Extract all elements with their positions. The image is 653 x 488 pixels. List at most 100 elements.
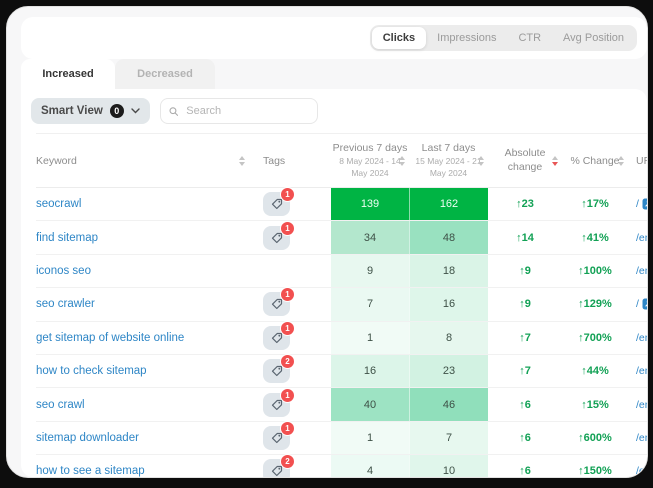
url-link[interactable]: /en/ bbox=[636, 264, 647, 277]
absolute-change-value: ↑7 bbox=[519, 365, 531, 378]
metric-tab[interactable]: Impressions bbox=[426, 27, 507, 49]
tag-count-badge: 1 bbox=[280, 387, 295, 403]
table-row: sitemap downloader 1 1 7 ↑6 ↑600% /en/ bbox=[36, 420, 647, 456]
tag-count-badge: 1 bbox=[280, 187, 295, 203]
last-clicks-cell: 46 bbox=[409, 388, 488, 421]
url-link[interactable]: /en/ bbox=[636, 331, 647, 344]
last-clicks-cell: 162 bbox=[409, 188, 488, 221]
url-link[interactable]: / bbox=[636, 198, 639, 211]
previous-clicks-cell: 9 bbox=[331, 254, 409, 288]
percent-change-value: ↑17% bbox=[581, 198, 609, 211]
search-input[interactable] bbox=[184, 104, 309, 118]
table-row: how to check sitemap 2 16 23 ↑7 ↑44% /en… bbox=[36, 354, 647, 389]
keyword-link[interactable]: iconos seo bbox=[36, 264, 91, 277]
tag-count-badge: 1 bbox=[280, 420, 295, 436]
previous-clicks-cell: 34 bbox=[331, 221, 409, 254]
url-link[interactable]: /en/ bbox=[636, 398, 647, 411]
absolute-change-value: ↑9 bbox=[519, 264, 531, 277]
tag-icon bbox=[271, 466, 282, 477]
table-row: seocrawl 1 139 162 ↑23 ↑17% / bbox=[36, 187, 647, 222]
previous-clicks-cell: 1 bbox=[331, 321, 409, 354]
tag-button[interactable]: 2 bbox=[263, 354, 295, 384]
change-direction-tabs: Increased Decreased bbox=[21, 59, 215, 89]
smart-view-label: Smart View bbox=[41, 105, 103, 117]
metric-tab[interactable]: Avg Position bbox=[552, 27, 635, 49]
keyword-link[interactable]: how to see a sitemap bbox=[36, 465, 145, 477]
tag-button[interactable]: 1 bbox=[263, 320, 295, 350]
metric-tab[interactable]: CTR bbox=[507, 27, 552, 49]
keyword-link[interactable]: get sitemap of website online bbox=[36, 331, 185, 344]
percent-change-value: ↑700% bbox=[578, 331, 612, 344]
smart-view-dropdown[interactable]: Smart View 0 bbox=[31, 98, 150, 124]
last-clicks-cell: 23 bbox=[409, 354, 488, 388]
percent-change-value: ↑100% bbox=[578, 264, 612, 277]
col-url: URL bbox=[636, 154, 647, 167]
keyword-link[interactable]: how to check sitemap bbox=[36, 365, 147, 378]
chevron-down-icon bbox=[131, 108, 140, 114]
url-link[interactable]: /en/ bbox=[636, 431, 647, 444]
previous-clicks-cell: 1 bbox=[331, 421, 409, 455]
keyword-link[interactable]: seo crawl bbox=[36, 398, 85, 411]
absolute-change-value: ↑7 bbox=[519, 331, 531, 344]
percent-change-value: ↑15% bbox=[581, 398, 609, 411]
sort-previous[interactable] bbox=[399, 155, 405, 166]
percent-change-value: ↑129% bbox=[578, 298, 612, 311]
absolute-change-value: ↑14 bbox=[516, 231, 534, 244]
tag-icon bbox=[271, 232, 282, 243]
table-header: Keyword Tags Previous 7 days 8 May 2024 … bbox=[36, 133, 647, 188]
search-box bbox=[159, 98, 318, 124]
tag-icon bbox=[271, 332, 282, 343]
url-link[interactable]: /en/ bbox=[636, 231, 647, 244]
percent-change-value: ↑44% bbox=[581, 365, 609, 378]
tag-button[interactable]: 1 bbox=[263, 220, 295, 250]
keyword-link[interactable]: sitemap downloader bbox=[36, 431, 139, 444]
sort-last[interactable] bbox=[478, 155, 484, 166]
content-card: Smart View 0 Keyword Tags Previous 7 day… bbox=[21, 89, 647, 477]
url-link[interactable]: /en/ bbox=[636, 465, 647, 477]
last-clicks-cell: 10 bbox=[409, 455, 488, 477]
table-row: find sitemap 1 34 48 ↑14 ↑41% /en/ bbox=[36, 220, 647, 255]
col-absolute-change: Absolute change bbox=[504, 146, 546, 173]
metric-switcher: Clicks Impressions CTR Avg Position bbox=[369, 25, 637, 51]
tag-button[interactable]: 1 bbox=[263, 187, 295, 217]
col-previous-title: Previous 7 days bbox=[332, 142, 408, 155]
previous-clicks-cell: 7 bbox=[331, 288, 409, 321]
app-window: Clicks Impressions CTR Avg Position Incr… bbox=[6, 6, 648, 478]
external-link-icon[interactable] bbox=[642, 298, 647, 310]
tab-decreased[interactable]: Decreased bbox=[115, 59, 215, 89]
absolute-change-value: ↑23 bbox=[516, 198, 534, 211]
tag-button[interactable]: 1 bbox=[263, 387, 295, 417]
url-link[interactable]: /en/ bbox=[636, 365, 647, 378]
top-toolbar: Clicks Impressions CTR Avg Position bbox=[21, 17, 647, 59]
percent-change-value: ↑600% bbox=[578, 431, 612, 444]
metric-tab[interactable]: Clicks bbox=[371, 27, 427, 49]
sort-percent-change[interactable] bbox=[618, 155, 624, 166]
table-row: iconos seo 9 18 ↑9 ↑100% /en/ bbox=[36, 254, 647, 289]
tag-count-badge: 1 bbox=[280, 220, 295, 236]
smart-view-count-badge: 0 bbox=[109, 104, 124, 118]
sort-keyword[interactable] bbox=[239, 155, 245, 166]
tag-count-badge: 1 bbox=[280, 287, 295, 303]
keyword-link[interactable]: seo crawler bbox=[36, 298, 95, 311]
previous-clicks-cell: 4 bbox=[331, 455, 409, 477]
url-link[interactable]: / bbox=[636, 298, 639, 311]
tag-count-badge: 2 bbox=[280, 454, 295, 470]
col-tags: Tags bbox=[263, 154, 286, 167]
tab-increased[interactable]: Increased bbox=[21, 59, 115, 89]
col-last-range: 15 May 2024 - 21 May 2024 bbox=[415, 156, 482, 178]
table-row: seo crawl 1 40 46 ↑6 ↑15% /en/ bbox=[36, 387, 647, 422]
table-body: seocrawl 1 139 162 ↑23 ↑17% / find sitem… bbox=[36, 187, 647, 477]
tag-count-badge: 1 bbox=[280, 320, 295, 336]
col-previous-range: 8 May 2024 - 14 May 2024 bbox=[339, 156, 401, 178]
tag-button[interactable]: 1 bbox=[263, 287, 295, 317]
tag-icon bbox=[271, 399, 282, 410]
external-link-icon[interactable] bbox=[642, 198, 647, 210]
keyword-link[interactable]: seocrawl bbox=[36, 198, 82, 211]
sort-absolute-change-active[interactable] bbox=[552, 155, 558, 166]
percent-change-value: ↑41% bbox=[581, 231, 609, 244]
tag-button[interactable]: 2 bbox=[263, 454, 295, 477]
absolute-change-value: ↑6 bbox=[519, 431, 531, 444]
keyword-link[interactable]: find sitemap bbox=[36, 231, 99, 244]
tag-button[interactable]: 1 bbox=[263, 420, 295, 450]
percent-change-value: ↑150% bbox=[578, 465, 612, 477]
